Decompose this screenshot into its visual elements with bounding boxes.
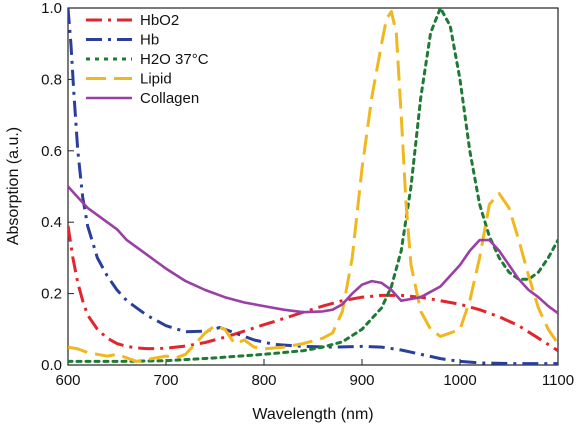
x-tick-label: 600 [55, 372, 80, 389]
y-tick-label: 0.6 [41, 143, 62, 160]
legend-label: Lipid [140, 71, 172, 88]
series-layer [68, 8, 558, 365]
x-tick-label: 1100 [542, 372, 574, 389]
y-tick-label: 0.8 [41, 71, 62, 88]
x-axis-title: Wavelength (nm) [252, 406, 373, 423]
legend-label: Collagen [140, 90, 199, 107]
y-axis-title: Absorption (a.u.) [5, 127, 22, 245]
y-tick-label: 0.2 [41, 286, 62, 303]
y-tick-label: 0.0 [41, 357, 62, 374]
y-axis: 0.0 0.2 0.4 0.6 0.8 1.0 [41, 0, 74, 374]
x-tick-label: 800 [251, 372, 276, 389]
series-line-h2o-37-c [68, 8, 558, 363]
series-line-lipid [68, 10, 558, 363]
legend-label: HbO2 [140, 12, 179, 29]
series-line-hb [68, 8, 558, 365]
x-tick-label: 900 [349, 372, 374, 389]
legend: HbO2 Hb H2O 37°C Lipid Collagen [86, 12, 209, 107]
legend-label: Hb [140, 32, 159, 49]
series-line-collagen [68, 185, 558, 315]
x-tick-label: 700 [153, 372, 178, 389]
y-tick-label: 0.4 [41, 214, 62, 231]
y-tick-label: 1.0 [41, 0, 62, 17]
x-axis: 600 700 800 900 1000 1100 [55, 359, 574, 389]
legend-label: H2O 37°C [140, 51, 209, 68]
x-tick-label: 1000 [443, 372, 476, 389]
series-line-hbo2 [68, 225, 558, 352]
